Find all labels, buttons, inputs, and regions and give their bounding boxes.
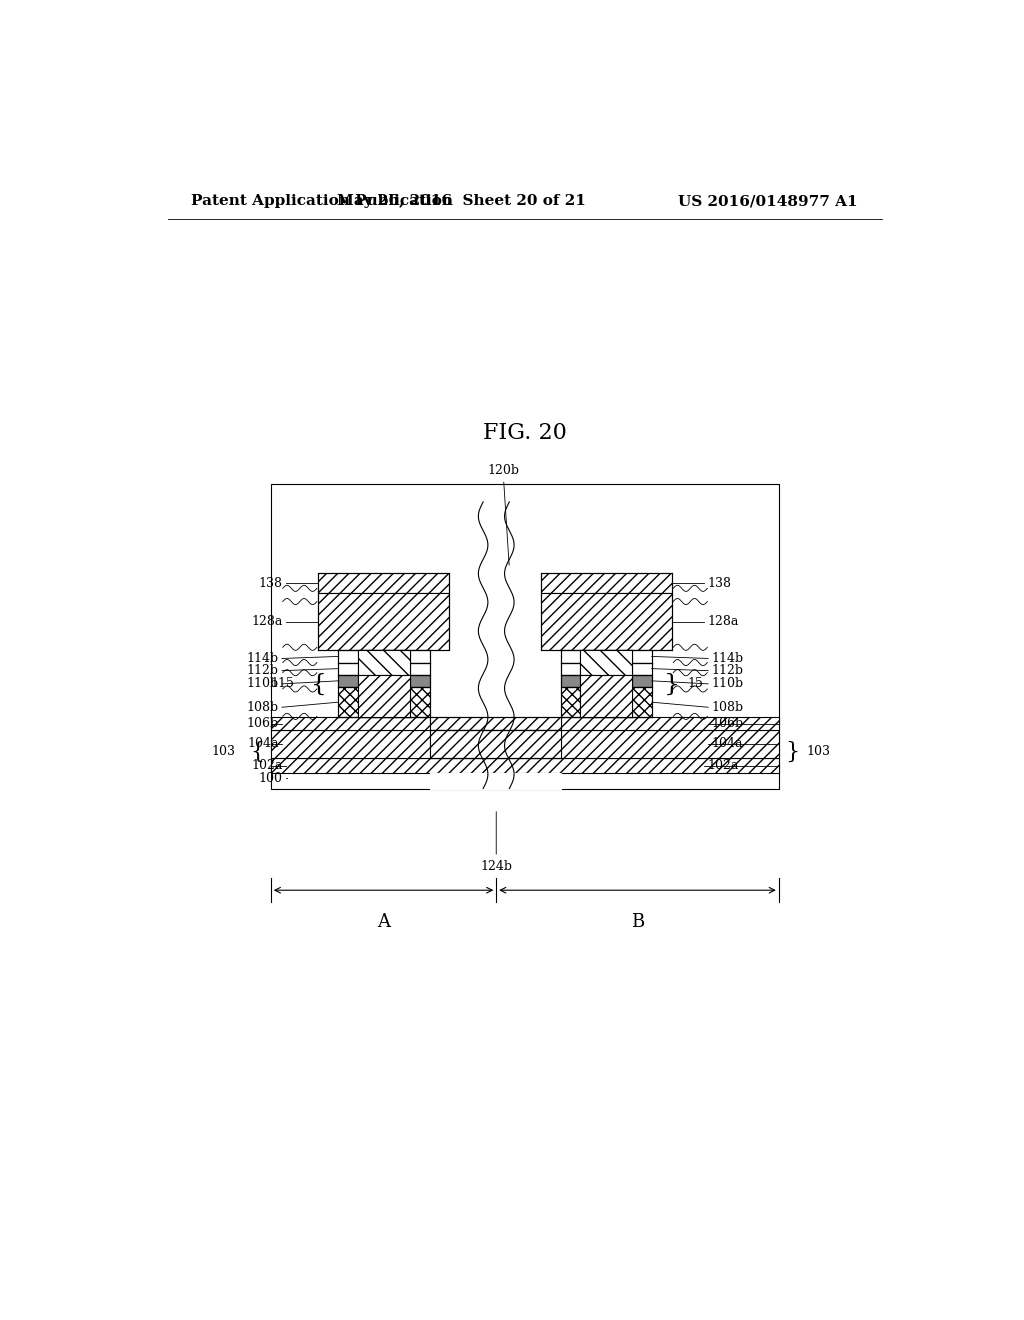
Text: 106b: 106b xyxy=(712,717,743,730)
Bar xyxy=(581,651,632,675)
Text: 138: 138 xyxy=(708,577,731,590)
Text: 102a: 102a xyxy=(708,759,738,772)
Bar xyxy=(430,718,560,758)
Bar xyxy=(338,686,430,718)
Text: FIG. 20: FIG. 20 xyxy=(483,422,566,444)
Text: May 26, 2016  Sheet 20 of 21: May 26, 2016 Sheet 20 of 21 xyxy=(337,194,586,209)
Text: 138: 138 xyxy=(259,577,283,590)
Text: }: } xyxy=(664,672,680,696)
Text: 104a: 104a xyxy=(247,738,279,750)
Text: }: } xyxy=(785,741,799,763)
Text: 112b: 112b xyxy=(247,664,279,677)
Text: {: { xyxy=(310,672,327,696)
Text: 100: 100 xyxy=(259,772,283,785)
Bar xyxy=(430,573,560,718)
Bar xyxy=(430,774,560,788)
Bar xyxy=(560,663,652,675)
Text: 110b: 110b xyxy=(712,677,743,690)
Text: 114b: 114b xyxy=(712,652,743,665)
Text: 124b: 124b xyxy=(480,812,512,873)
Bar xyxy=(338,663,430,675)
Text: 103: 103 xyxy=(807,744,830,758)
Bar xyxy=(541,573,672,594)
Bar xyxy=(560,651,652,663)
Bar xyxy=(318,573,450,594)
Bar xyxy=(270,758,778,774)
Bar xyxy=(581,675,632,718)
Bar xyxy=(541,594,672,651)
Bar xyxy=(560,686,652,718)
Bar xyxy=(430,730,560,758)
Text: 108b: 108b xyxy=(712,701,743,714)
Text: 112b: 112b xyxy=(712,664,743,677)
Bar xyxy=(338,675,430,686)
Bar xyxy=(560,675,652,686)
Text: US 2016/0148977 A1: US 2016/0148977 A1 xyxy=(679,194,858,209)
Bar xyxy=(270,730,778,758)
Text: 106b: 106b xyxy=(247,717,279,730)
Bar xyxy=(318,594,450,651)
Text: 103: 103 xyxy=(211,744,236,758)
Text: 115: 115 xyxy=(270,677,295,690)
Bar xyxy=(338,651,430,663)
Text: 104a: 104a xyxy=(712,738,742,750)
Bar xyxy=(270,483,778,788)
Bar xyxy=(358,651,410,675)
Bar xyxy=(430,718,560,730)
Text: {: { xyxy=(251,741,264,763)
Text: 15: 15 xyxy=(687,677,703,690)
Bar xyxy=(358,675,410,718)
Text: 102a: 102a xyxy=(251,759,283,772)
Text: 128a: 128a xyxy=(251,615,283,628)
Text: 128a: 128a xyxy=(708,615,738,628)
Text: A: A xyxy=(377,912,390,931)
Text: 120b: 120b xyxy=(487,463,519,565)
Text: 114b: 114b xyxy=(247,652,279,665)
Text: B: B xyxy=(631,912,644,931)
Text: 108b: 108b xyxy=(247,701,279,714)
Bar xyxy=(270,718,778,730)
Text: 110b: 110b xyxy=(247,677,279,690)
Text: Patent Application Publication: Patent Application Publication xyxy=(191,194,454,209)
